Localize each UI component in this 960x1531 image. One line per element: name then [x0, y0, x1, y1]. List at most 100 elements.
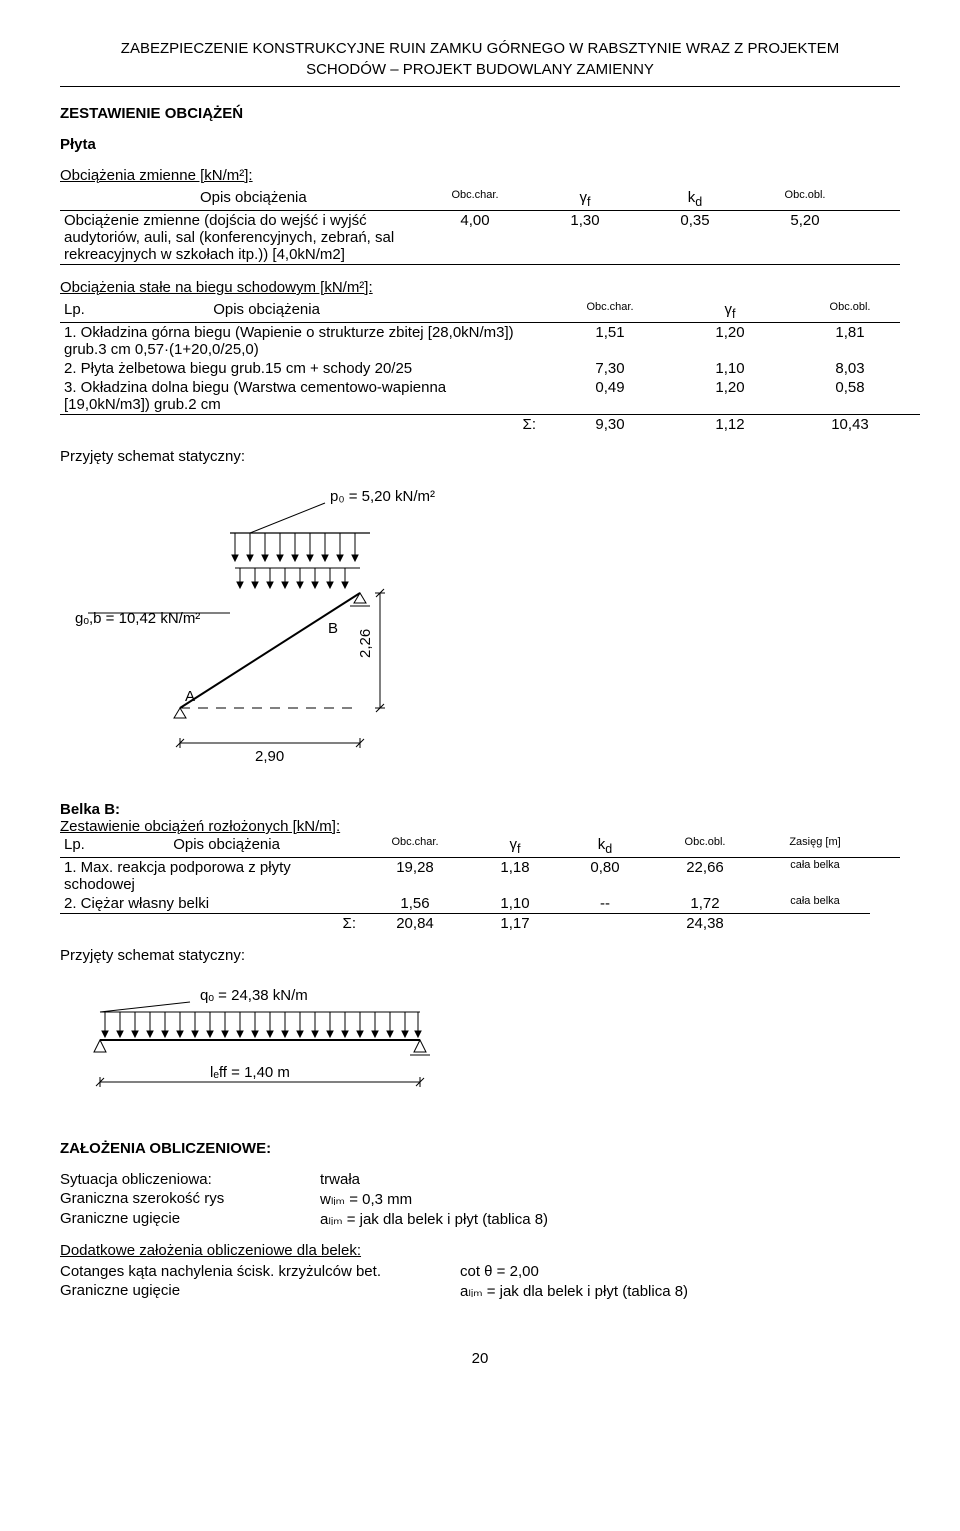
belka-sum-row: Σ: 20,84 1,17 24,38 — [60, 913, 900, 933]
const-row-desc: 2. Płyta żelbetowa biegu grub.15 cm + sc… — [60, 359, 540, 378]
belka-hdr-zasieg: Zasięg [m] — [760, 835, 870, 857]
belka-hdr-lp-opis: Lp. Opis obciążenia — [60, 835, 360, 857]
const-row-char: 0,49 — [540, 378, 680, 414]
page-number: 20 — [60, 1350, 900, 1367]
belka-sub: Zestawienie obciążeń rozłożonych [kN/m]: — [60, 818, 900, 835]
hdr-obc-obl: Obc.obl. — [750, 188, 860, 210]
assumption-value: trwała — [320, 1171, 900, 1188]
belka-row-char: 1,56 — [360, 894, 470, 913]
const-row-desc: 3. Okładzina dolna biegu (Warstwa cement… — [60, 378, 540, 414]
const-row-gf: 1,20 — [680, 323, 780, 359]
assumption-label: Graniczne ugięcie — [60, 1210, 320, 1228]
hdr-kd: kd — [640, 188, 750, 210]
const-row-gf: 1,10 — [680, 359, 780, 378]
svg-text:2,26: 2,26 — [357, 629, 374, 658]
assumption-row: Graniczne ugięcieaₗᵢₘ = jak dla belek i … — [60, 1210, 900, 1228]
const-sum-gf: 1,12 — [680, 414, 780, 434]
var-row-char: 4,00 — [420, 211, 530, 264]
assumption-value: wₗᵢₘ = 0,3 mm — [320, 1190, 900, 1208]
section-heading: ZESTAWIENIE OBCIĄŻEŃ — [60, 105, 900, 122]
const-hdr-lp-opis: Lp. Opis obciążenia — [60, 300, 540, 322]
assumption-value: cot θ = 2,00 — [460, 1263, 900, 1280]
const-hdr-char: Obc.char. — [540, 300, 680, 322]
const-row-char: 1,51 — [540, 323, 680, 359]
schemat-label-1: Przyjęty schemat statyczny: — [60, 448, 900, 465]
var-row-obl: 5,20 — [750, 211, 860, 264]
hdr-gamma: γf — [530, 188, 640, 210]
belka-sigma: Σ: — [60, 913, 360, 933]
belka-title: Belka B: — [60, 801, 900, 818]
belka-sum-obl: 24,38 — [650, 913, 760, 933]
const-loads-heading: Obciążenia stałe na biegu schodowym [kN/… — [60, 279, 900, 296]
const-row-desc: 1. Okładzina górna biegu (Wapienie o str… — [60, 323, 540, 359]
svg-text:B: B — [328, 620, 338, 637]
belka-header: Lp. Opis obciążenia Obc.char. γf kd Obc.… — [60, 835, 900, 857]
belka-row-zasieg: cała belka — [760, 858, 870, 894]
const-loads-header: Lp. Opis obciążenia Obc.char. γf Obc.obl… — [60, 300, 900, 322]
doc-title-line2: SCHODÓW – PROJEKT BUDOWLANY ZAMIENNY — [60, 61, 900, 78]
assumption-row: Graniczne ugięcieaₗᵢₘ = jak dla belek i … — [60, 1282, 900, 1300]
belka-sum-char: 20,84 — [360, 913, 470, 933]
const-sum-char: 9,30 — [540, 414, 680, 434]
var-row-kd: 0,35 — [640, 211, 750, 264]
belka-row-zasieg: cała belka — [760, 894, 870, 913]
assumption-row: Graniczna szerokość ryswₗᵢₘ = 0,3 mm — [60, 1190, 900, 1208]
var-loads-body: Obciążenie zmienne (dojścia do wejść i w… — [60, 210, 900, 265]
const-hdr-obl: Obc.obl. — [780, 300, 920, 322]
belka-hdr-obl: Obc.obl. — [650, 835, 760, 857]
const-row-gf: 1,20 — [680, 378, 780, 414]
var-loads-heading: Obciążenia zmienne [kN/m²]: — [60, 167, 900, 184]
svg-text:A: A — [185, 688, 195, 705]
belka-row-gf: 1,10 — [470, 894, 560, 913]
svg-text:2,90: 2,90 — [255, 748, 284, 765]
belka-row-desc: 2. Ciężar własny belki — [60, 894, 360, 913]
page-root: ZABEZPIECZENIE KONSTRUKCYJNE RUIN ZAMKU … — [0, 0, 960, 1407]
title-rule — [60, 86, 900, 87]
assumption-label: Cotanges kąta nachylenia ścisk. krzyżulc… — [60, 1263, 460, 1280]
const-row-char: 7,30 — [540, 359, 680, 378]
doc-title-line1: ZABEZPIECZENIE KONSTRUKCYJNE RUIN ZAMKU … — [60, 40, 900, 57]
assumption-value: aₗᵢₘ = jak dla belek i płyt (tablica 8) — [320, 1210, 900, 1228]
belka-row-kd: 0,80 — [560, 858, 650, 894]
assumptions2-title: Dodatkowe założenia obliczeniowe dla bel… — [60, 1242, 900, 1259]
belka-sum-gf: 1,17 — [470, 913, 560, 933]
diagram-1: p₀ = 5,20 kN/m² — [60, 483, 900, 773]
const-sum-row: Σ: 9,30 1,12 10,43 — [60, 414, 900, 434]
belka-row-kd: -- — [560, 894, 650, 913]
belka-hdr-gamma: γf — [470, 835, 560, 857]
assumptions2-rows: Cotanges kąta nachylenia ścisk. krzyżulc… — [60, 1263, 900, 1300]
assumptions-title: ZAŁOŻENIA OBLICZENIOWE: — [60, 1140, 900, 1157]
svg-text:lₑff = 1,40 m: lₑff = 1,40 m — [210, 1064, 290, 1081]
assumption-label: Graniczne ugięcie — [60, 1282, 460, 1300]
schemat-label-2: Przyjęty schemat statyczny: — [60, 947, 900, 964]
plyta-heading: Płyta — [60, 136, 900, 153]
var-row-gf: 1,30 — [530, 211, 640, 264]
assumption-label: Sytuacja obliczeniowa: — [60, 1171, 320, 1188]
hdr-opis: Opis obciążenia — [60, 188, 420, 210]
const-sum-obl: 10,43 — [780, 414, 920, 434]
belka-hdr-char: Obc.char. — [360, 835, 470, 857]
diagram-2: qₒ = 24,38 kN/m — [60, 982, 900, 1112]
const-row-obl: 8,03 — [780, 359, 920, 378]
svg-text:qₒ = 24,38 kN/m: qₒ = 24,38 kN/m — [200, 987, 308, 1004]
assumption-value: aₗᵢₘ = jak dla belek i płyt (tablica 8) — [460, 1282, 900, 1300]
belka-rows: 1. Max. reakcja podporowa z płyty schodo… — [60, 858, 900, 913]
const-row-obl: 1,81 — [780, 323, 920, 359]
assumption-label: Graniczna szerokość rys — [60, 1190, 320, 1208]
hdr-obc-char: Obc.char. — [420, 188, 530, 210]
sigma-label: Σ: — [60, 414, 540, 434]
const-row-obl: 0,58 — [780, 378, 920, 414]
assumption-row: Cotanges kąta nachylenia ścisk. krzyżulc… — [60, 1263, 900, 1280]
var-row-desc: Obciążenie zmienne (dojścia do wejść i w… — [60, 211, 420, 264]
belka-row-gf: 1,18 — [470, 858, 560, 894]
assumptions-rows: Sytuacja obliczeniowa:trwałaGraniczna sz… — [60, 1171, 900, 1228]
const-hdr-gamma: γf — [680, 300, 780, 322]
var-loads-header: Opis obciążenia Obc.char. γf kd Obc.obl. — [60, 188, 900, 210]
belka-hdr-kd: kd — [560, 835, 650, 857]
belka-row-char: 19,28 — [360, 858, 470, 894]
belka-row-obl: 22,66 — [650, 858, 760, 894]
belka-row-obl: 1,72 — [650, 894, 760, 913]
svg-text:p₀ = 5,20 kN/m²: p₀ = 5,20 kN/m² — [330, 488, 435, 505]
const-loads-rows: 1. Okładzina górna biegu (Wapienie o str… — [60, 323, 900, 414]
assumption-row: Sytuacja obliczeniowa:trwała — [60, 1171, 900, 1188]
